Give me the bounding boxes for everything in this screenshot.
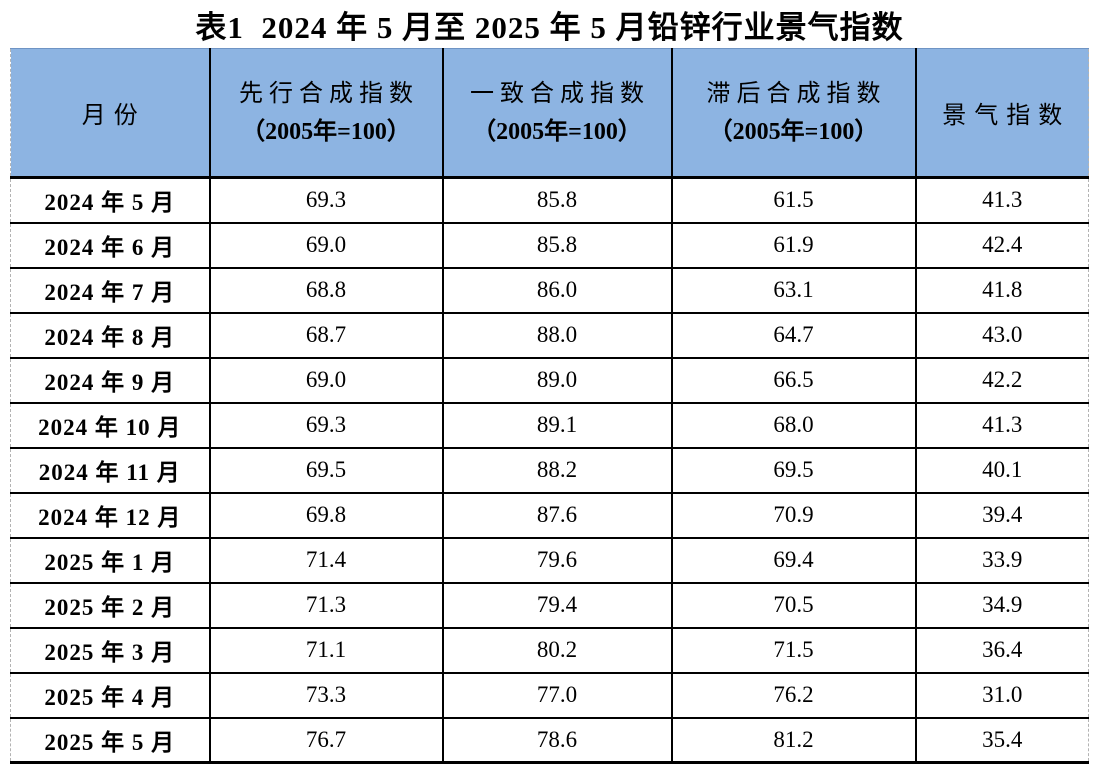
cell-month: 2024 年 6 月: [10, 222, 210, 269]
cell-leading-index: 71.1: [208, 627, 443, 674]
column-header-lagging-label: 滞后合成指数: [706, 80, 887, 107]
cell-lagging-index: 61.9: [670, 222, 916, 269]
cell-coincident-index: 87.6: [441, 492, 672, 539]
cell-prosperity-index: 41.3: [914, 177, 1089, 224]
table-row: 2025 年 4 月 73.3 77.0 76.2 31.0: [10, 672, 1089, 719]
cell-lagging-index: 68.0: [670, 402, 916, 449]
table-row: 2025 年 3 月 71.1 80.2 71.5 36.4: [10, 627, 1089, 674]
cell-month: 2025 年 1 月: [10, 537, 210, 584]
cell-month: 2024 年 9 月: [10, 357, 210, 404]
cell-prosperity-index: 36.4: [914, 627, 1089, 674]
column-header-leading-index: 先行合成指数 （2005年=100）: [208, 48, 443, 179]
column-header-prosperity-index: 景气指数: [914, 48, 1089, 179]
table-header: 月份 先行合成指数 （2005年=100） 一致合成指数 （2005年=100）…: [10, 48, 1089, 179]
column-header-lagging-index: 滞后合成指数 （2005年=100）: [670, 48, 916, 179]
column-header-month-label: 月份: [81, 103, 146, 129]
cell-prosperity-index: 41.3: [914, 402, 1089, 449]
cell-leading-index: 69.0: [208, 357, 443, 404]
cell-coincident-index: 89.1: [441, 402, 672, 449]
cell-leading-index: 69.3: [208, 402, 443, 449]
cell-month: 2024 年 11 月: [10, 447, 210, 494]
cell-prosperity-index: 40.1: [914, 447, 1089, 494]
table-row: 2025 年 5 月 76.7 78.6 81.2 35.4: [10, 717, 1089, 764]
cell-prosperity-index: 35.4: [914, 717, 1089, 764]
table-row: 2024 年 10 月 69.3 89.1 68.0 41.3: [10, 402, 1089, 449]
cell-prosperity-index: 41.8: [914, 267, 1089, 314]
cell-coincident-index: 77.0: [441, 672, 672, 719]
cell-month: 2024 年 7 月: [10, 267, 210, 314]
cell-month: 2024 年 10 月: [10, 402, 210, 449]
cell-lagging-index: 69.5: [670, 447, 916, 494]
cell-coincident-index: 78.6: [441, 717, 672, 764]
cell-prosperity-index: 39.4: [914, 492, 1089, 539]
cell-leading-index: 71.3: [208, 582, 443, 629]
cell-coincident-index: 89.0: [441, 357, 672, 404]
cell-leading-index: 69.8: [208, 492, 443, 539]
cell-lagging-index: 69.4: [670, 537, 916, 584]
cell-month: 2025 年 2 月: [10, 582, 210, 629]
cell-coincident-index: 88.2: [441, 447, 672, 494]
table-row: 2025 年 1 月 71.4 79.6 69.4 33.9: [10, 537, 1089, 584]
table-row: 2024 年 5 月 69.3 85.8 61.5 41.3: [10, 177, 1089, 224]
column-header-coincident-label: 一致合成指数: [470, 80, 650, 107]
cell-prosperity-index: 43.0: [914, 312, 1089, 359]
table-row: 2024 年 11 月 69.5 88.2 69.5 40.1: [10, 447, 1089, 494]
cell-leading-index: 73.3: [208, 672, 443, 719]
column-header-prosperity-label: 景气指数: [942, 103, 1071, 129]
table-title: 表1 2024 年 5 月至 2025 年 5 月铅锌行业景气指数: [195, 9, 904, 45]
cell-leading-index: 69.3: [208, 177, 443, 224]
cell-leading-index: 71.4: [208, 537, 443, 584]
cell-lagging-index: 63.1: [670, 267, 916, 314]
column-header-coincident-basenote: （2005年=100）: [472, 118, 642, 145]
cell-prosperity-index: 31.0: [914, 672, 1089, 719]
table-body: 2024 年 5 月 69.3 85.8 61.5 41.3 2024 年 6 …: [10, 177, 1089, 764]
cell-lagging-index: 76.2: [670, 672, 916, 719]
column-header-lagging-basenote: （2005年=100）: [708, 118, 879, 145]
cell-leading-index: 69.0: [208, 222, 443, 269]
cell-month: 2024 年 12 月: [10, 492, 210, 539]
cell-coincident-index: 79.6: [441, 537, 672, 584]
table-row: 2024 年 12 月 69.8 87.6 70.9 39.4: [10, 492, 1089, 539]
cell-coincident-index: 88.0: [441, 312, 672, 359]
cell-prosperity-index: 34.9: [914, 582, 1089, 629]
cell-leading-index: 69.5: [208, 447, 443, 494]
cell-lagging-index: 71.5: [670, 627, 916, 674]
cell-lagging-index: 64.7: [670, 312, 916, 359]
cell-coincident-index: 80.2: [441, 627, 672, 674]
cell-prosperity-index: 42.2: [914, 357, 1089, 404]
table-row: 2024 年 9 月 69.0 89.0 66.5 42.2: [10, 357, 1089, 404]
cell-lagging-index: 70.5: [670, 582, 916, 629]
column-header-month: 月份: [10, 48, 210, 179]
cell-prosperity-index: 42.4: [914, 222, 1089, 269]
prosperity-index-table: 月份 先行合成指数 （2005年=100） 一致合成指数 （2005年=100）…: [10, 48, 1089, 764]
column-header-leading-basenote: （2005年=100）: [241, 118, 411, 145]
cell-leading-index: 68.7: [208, 312, 443, 359]
cell-prosperity-index: 33.9: [914, 537, 1089, 584]
cell-coincident-index: 85.8: [441, 222, 672, 269]
cell-lagging-index: 61.5: [670, 177, 916, 224]
cell-leading-index: 68.8: [208, 267, 443, 314]
cell-coincident-index: 79.4: [441, 582, 672, 629]
cell-month: 2025 年 3 月: [10, 627, 210, 674]
column-header-coincident-index: 一致合成指数 （2005年=100）: [441, 48, 672, 179]
cell-leading-index: 76.7: [208, 717, 443, 764]
cell-month: 2025 年 4 月: [10, 672, 210, 719]
header-row: 月份 先行合成指数 （2005年=100） 一致合成指数 （2005年=100）…: [10, 48, 1089, 179]
cell-month: 2024 年 8 月: [10, 312, 210, 359]
cell-month: 2025 年 5 月: [10, 717, 210, 764]
table-row: 2025 年 2 月 71.3 79.4 70.5 34.9: [10, 582, 1089, 629]
table-row: 2024 年 8 月 68.7 88.0 64.7 43.0: [10, 312, 1089, 359]
cell-lagging-index: 66.5: [670, 357, 916, 404]
cell-lagging-index: 81.2: [670, 717, 916, 764]
cell-month: 2024 年 5 月: [10, 177, 210, 224]
cell-lagging-index: 70.9: [670, 492, 916, 539]
column-header-leading-label: 先行合成指数: [239, 80, 419, 107]
table-row: 2024 年 6 月 69.0 85.8 61.9 42.4: [10, 222, 1089, 269]
table-row: 2024 年 7 月 68.8 86.0 63.1 41.8: [10, 267, 1089, 314]
cell-coincident-index: 85.8: [441, 177, 672, 224]
cell-coincident-index: 86.0: [441, 267, 672, 314]
